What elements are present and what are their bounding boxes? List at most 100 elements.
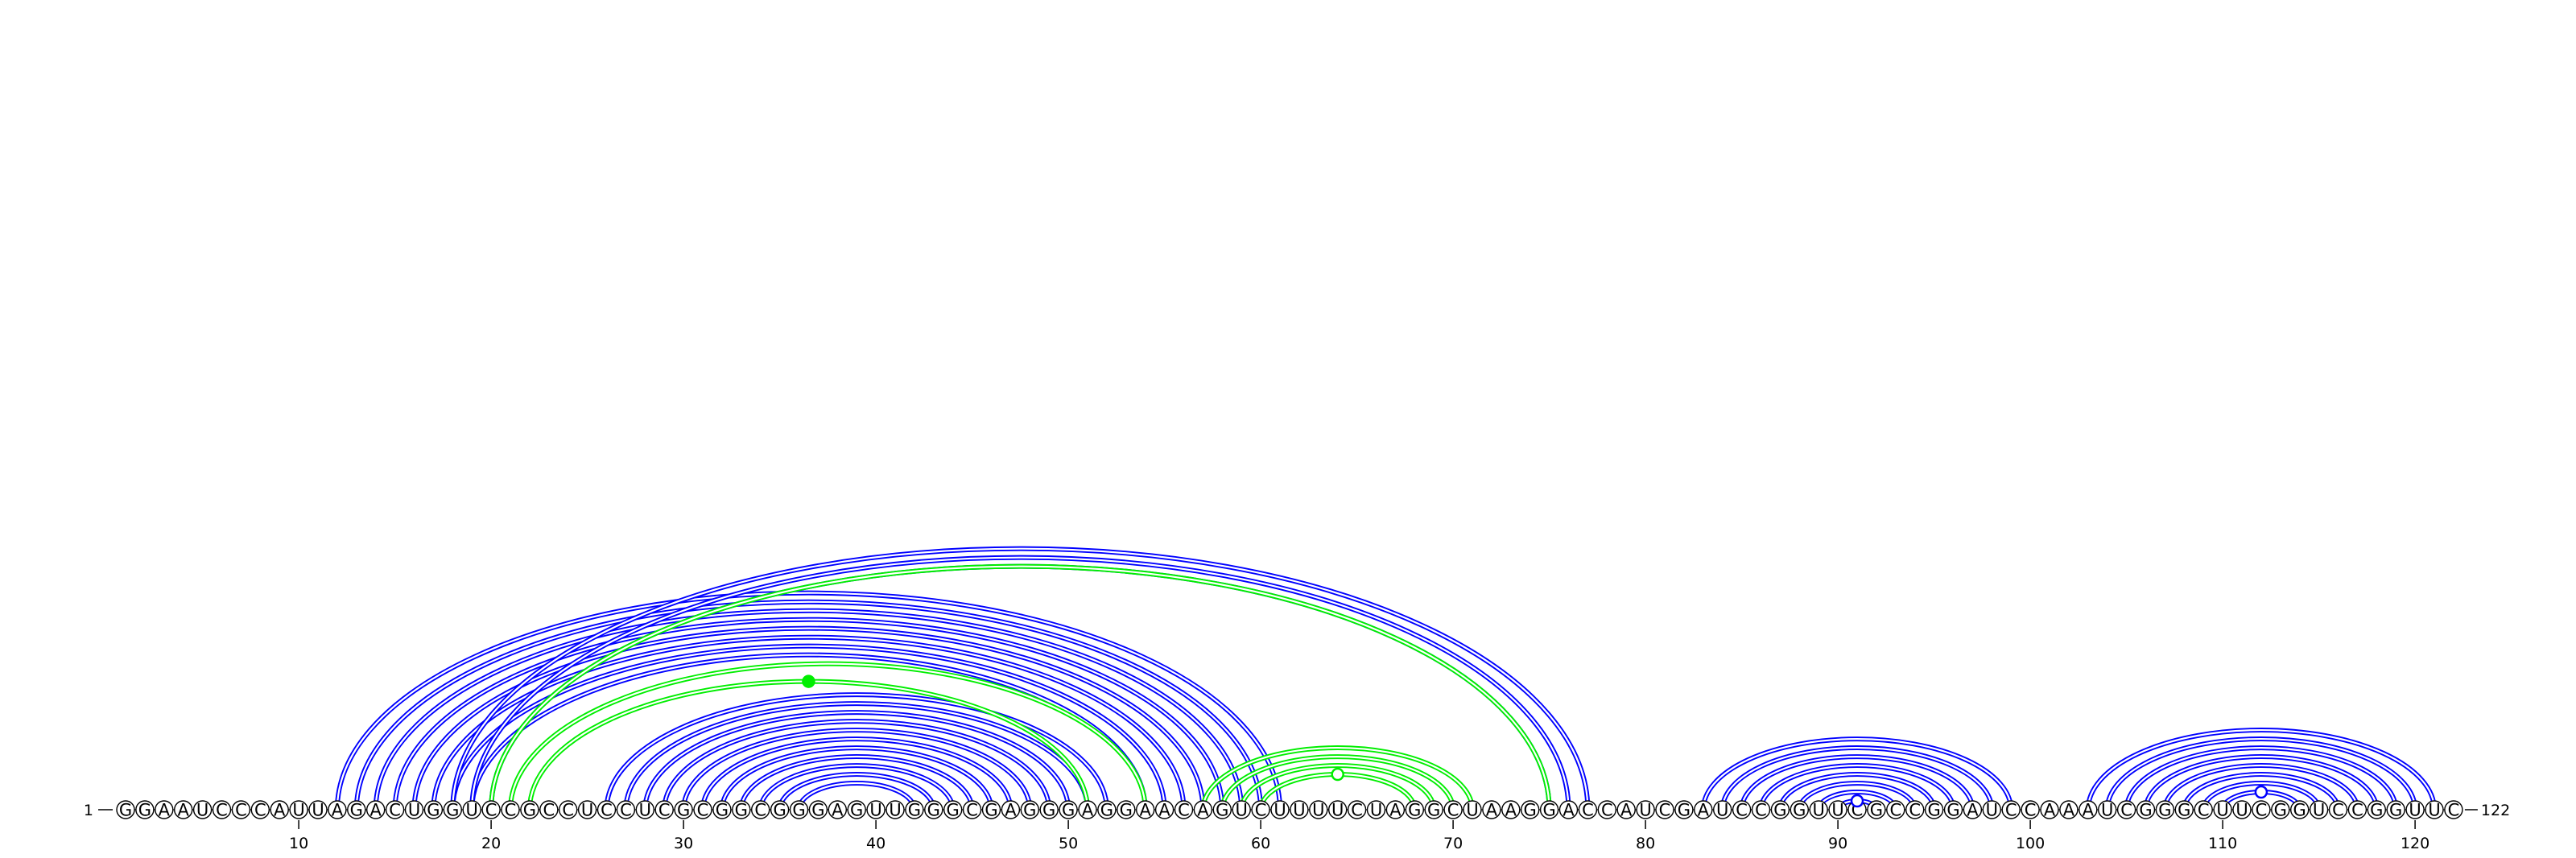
- nucleotide: G: [2155, 800, 2175, 820]
- nucleotide: G: [1867, 800, 1886, 820]
- nucleotide: G: [1097, 800, 1117, 820]
- nucleotide: U: [1366, 800, 1386, 820]
- blue-arc: [719, 745, 994, 811]
- nucleotide-circle: [1154, 800, 1174, 819]
- nucleotide-letter: G: [1042, 801, 1055, 820]
- nucleotide-circle: [1251, 800, 1270, 819]
- nucleotide-circle: [1097, 800, 1117, 819]
- nucleotide-letter: G: [735, 801, 748, 820]
- blue-arc: [450, 643, 1167, 811]
- nucleotide-circle: [1059, 800, 1078, 819]
- nucleotide-circle: [462, 800, 481, 819]
- nucleotide-circle: [2116, 800, 2136, 819]
- nucleotide: G: [2271, 800, 2290, 820]
- nucleotide: A: [1616, 800, 1636, 820]
- nucleotide-letter: C: [754, 801, 766, 820]
- nucleotide: C: [501, 800, 520, 820]
- blue-arc-inner: [740, 755, 973, 811]
- nucleotide-letter: A: [1620, 801, 1633, 820]
- nucleotide: G: [520, 800, 539, 820]
- nucleotide-letter: A: [1698, 801, 1710, 820]
- tick-label: 110: [2208, 835, 2237, 852]
- nucleotide-letter: U: [1716, 801, 1728, 820]
- nucleotide-circle: [1309, 800, 1328, 819]
- blue-arc: [623, 701, 1090, 811]
- nucleotide: G: [2367, 800, 2387, 820]
- nucleotide-circle: [250, 800, 270, 819]
- nucleotide: U: [1232, 800, 1251, 820]
- nucleotide-circle: [808, 800, 828, 819]
- blue-arc-inner: [644, 711, 1070, 811]
- nucleotide: C: [2021, 800, 2040, 820]
- blue-arc-inner: [798, 782, 915, 811]
- nucleotide: A: [155, 800, 174, 820]
- nucleotide-letter: C: [1178, 801, 1190, 820]
- nucleotide-letter: U: [2216, 801, 2228, 820]
- blue-arc-inner: [374, 609, 1243, 811]
- nucleotide-circle: [828, 800, 848, 819]
- nucleotide-letter: G: [1793, 801, 1806, 820]
- nucleotide: C: [559, 800, 578, 820]
- nucleotide-letter: U: [1293, 801, 1305, 820]
- nucleotide-circle: [1770, 800, 1790, 819]
- blue-arc: [334, 590, 1282, 811]
- nucleotide-circle: [1751, 800, 1771, 819]
- nucleotide-letter: C: [254, 801, 266, 820]
- nucleotide-letter: C: [2448, 801, 2460, 820]
- nucleotide-circle: [192, 800, 213, 819]
- nucleotide-circle: [2232, 800, 2252, 819]
- arc-marker: [2254, 785, 2268, 799]
- blue-arc: [1739, 754, 1975, 811]
- tick-label: 50: [1059, 835, 1078, 852]
- blue-arc: [2182, 772, 2341, 811]
- nucleotide: C: [1174, 800, 1194, 820]
- nucleotide: G: [2386, 800, 2405, 820]
- nucleotide-letter: G: [985, 801, 997, 820]
- nucleotide-circle: [423, 800, 444, 819]
- nucleotide-letter: A: [370, 801, 382, 820]
- nucleotide-letter: U: [466, 801, 478, 820]
- nucleotide: A: [270, 800, 289, 820]
- blue-arc-inner: [1740, 755, 1974, 811]
- blue-arc: [604, 692, 1109, 811]
- nucleotide: A: [1154, 800, 1174, 820]
- nucleotide-letter: U: [889, 801, 901, 820]
- nucleotide: G: [2136, 800, 2156, 820]
- nucleotide-circle: [1924, 800, 1944, 819]
- nucleotide-circle: [289, 800, 308, 819]
- nucleotide-letter: G: [811, 801, 824, 820]
- nucleotide-circle: [1943, 800, 1963, 819]
- nucleotide-letter: G: [927, 801, 940, 820]
- tick-label: 90: [1828, 835, 1847, 852]
- nucleotide-letter: G: [1100, 801, 1113, 820]
- nucleotide: G: [1039, 800, 1059, 820]
- nucleotide-letter: C: [966, 801, 978, 820]
- nucleotide: C: [1655, 800, 1674, 820]
- nucleotide-letter: U: [2101, 801, 2113, 820]
- nucleotide-circle: [2040, 800, 2059, 819]
- nucleotide-circle: [2252, 800, 2271, 819]
- nucleotide-circle: [2001, 800, 2021, 819]
- nucleotide: C: [2347, 800, 2368, 820]
- nucleotide-letter: A: [1505, 801, 1517, 820]
- nucleotide-letter: A: [1486, 801, 1498, 820]
- blue-arc-inner: [394, 618, 1224, 811]
- nucleotide-letter: A: [1967, 801, 1979, 820]
- nucleotide-letter: U: [408, 801, 420, 820]
- nucleotide: A: [1001, 800, 1021, 820]
- nucleotide: C: [1732, 800, 1752, 820]
- nucleotide: G: [1059, 800, 1078, 820]
- nucleotide-letter: G: [850, 801, 863, 820]
- blue-arc: [411, 625, 1206, 811]
- nucleotide-letter: G: [2293, 801, 2306, 820]
- nucleotide-letter: U: [312, 801, 324, 820]
- green-arc: [1220, 754, 1456, 811]
- nucleotide: U: [2309, 800, 2329, 820]
- nucleotide-letter: A: [1082, 801, 1094, 820]
- blue-arc: [681, 728, 1033, 811]
- blue-arc-inner: [1760, 764, 1955, 811]
- nucleotide: A: [1135, 800, 1155, 820]
- nucleotide: C: [1347, 800, 1367, 820]
- nucleotide-letter: U: [639, 801, 651, 820]
- blue-arc: [1797, 781, 1918, 811]
